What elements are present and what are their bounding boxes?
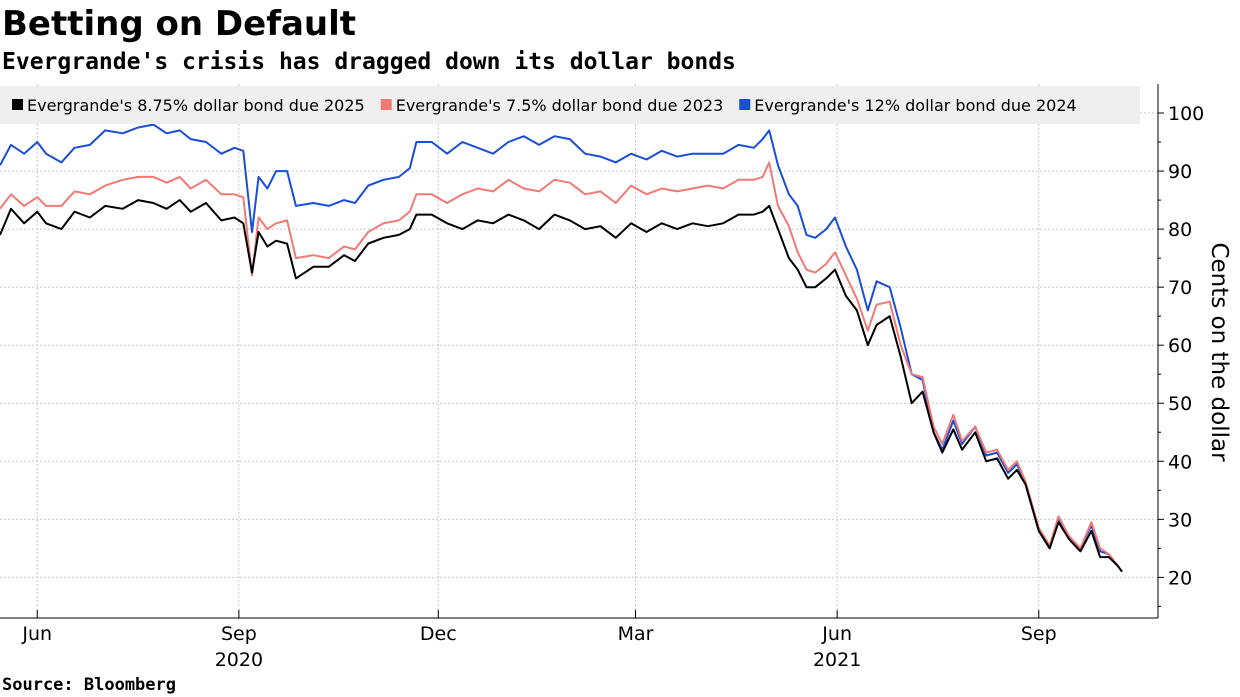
x-tick-label: Jun (821, 623, 852, 645)
y-tick-label: 40 (1168, 451, 1192, 473)
series-line-2 (0, 161, 1123, 573)
chart-subtitle: Evergrande's crisis has dragged down its… (2, 49, 736, 75)
legend-label: Evergrande's 7.5% dollar bond due 2023 (396, 96, 724, 115)
legend-swatch (380, 99, 392, 110)
grid-lines (0, 84, 1158, 618)
x-year-label: 2021 (813, 649, 861, 671)
y-tick-label: 100 (1168, 103, 1204, 125)
x-tick-label: Mar (618, 623, 654, 645)
y-tick-label: 70 (1168, 277, 1192, 299)
legend-label: Evergrande's 8.75% dollar bond due 2025 (27, 96, 365, 115)
source-note: Source: Bloomberg (2, 675, 176, 695)
x-tick-label: Sep (221, 623, 257, 645)
chart-title: Betting on Default (2, 4, 357, 44)
x-tick-label: Dec (420, 623, 457, 645)
y-tick-label: 60 (1168, 335, 1192, 357)
y-tick-label: 80 (1168, 219, 1192, 241)
legend-swatch (12, 99, 23, 110)
legend-background (0, 86, 1140, 124)
series-line-3 (0, 199, 1123, 573)
legend-label: Evergrande's 12% dollar bond due 2024 (754, 96, 1076, 115)
x-tick-label: Jun (21, 623, 52, 645)
y-tick-label: 90 (1168, 161, 1192, 183)
legend: Evergrande's 8.75% dollar bond due 2025 E… (0, 86, 1140, 124)
y-tick-label: 20 (1168, 567, 1192, 589)
series-line-1 (0, 123, 1123, 573)
axes: 20 30 40 50 60 70 80 90 100 Jun Sep 2020 Dec Mar Jun 20… (0, 84, 1204, 671)
series-lines (0, 123, 1123, 573)
x-tick-label: Sep (1021, 623, 1057, 645)
y-tick-label: 50 (1168, 393, 1192, 415)
y-axis-title: Cents on the dollar (1206, 242, 1232, 462)
legend-swatch (739, 99, 751, 110)
x-year-label: 2020 (215, 649, 263, 671)
y-tick-label: 30 (1168, 509, 1192, 531)
